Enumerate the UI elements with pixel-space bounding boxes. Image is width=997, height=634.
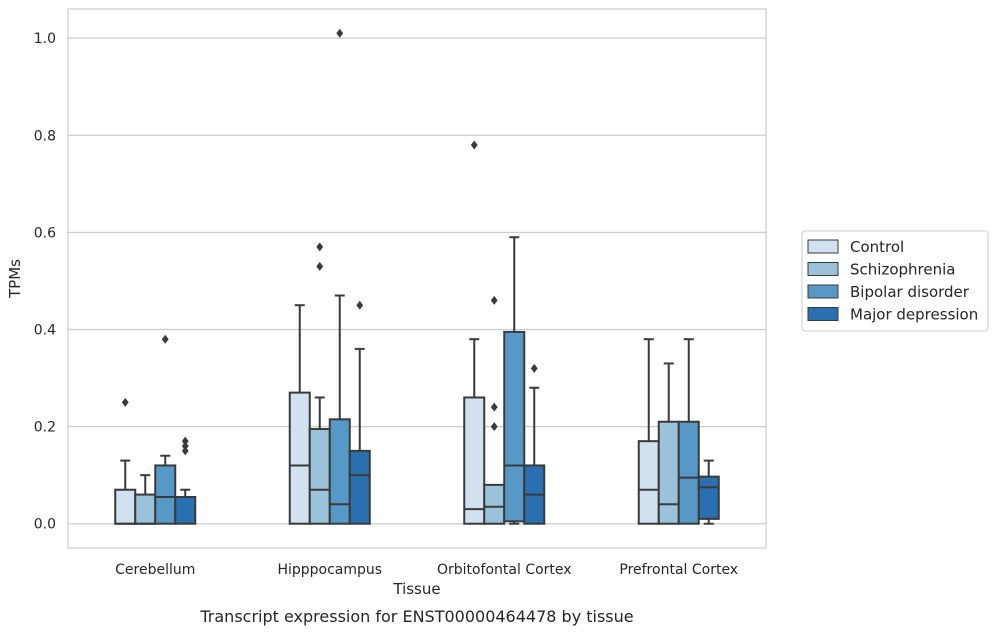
x-tick-label: Prefrontal Cortex xyxy=(619,562,738,578)
box-major-depression xyxy=(348,300,371,525)
legend-swatch xyxy=(807,307,839,321)
box-control xyxy=(288,304,311,525)
outlier-point xyxy=(181,436,189,446)
legend-frame xyxy=(801,230,989,332)
x-tick-label: Cerebellum xyxy=(115,562,195,578)
y-tick-label: 0.6 xyxy=(34,225,56,241)
outlier-point xyxy=(181,446,189,456)
outlier-point xyxy=(121,397,129,407)
box-bipolar-disorder xyxy=(154,334,177,525)
y-axis-title: TPMs xyxy=(6,259,24,299)
outlier-point xyxy=(490,295,498,305)
y-tick-label: 0.0 xyxy=(34,517,56,533)
box-bipolar-disorder xyxy=(677,338,700,525)
box-body xyxy=(503,330,526,523)
box-body xyxy=(348,449,371,525)
legend-label: Control xyxy=(850,238,904,256)
box-body xyxy=(154,464,177,525)
legend-label: Major depression xyxy=(850,306,978,324)
x-tick-label: Orbitofontal Cortex xyxy=(437,562,572,578)
box-body xyxy=(174,496,197,525)
y-tick-label: 0.4 xyxy=(34,322,56,338)
box-body xyxy=(308,428,331,525)
box-body xyxy=(677,420,700,525)
boxes xyxy=(114,28,720,525)
box-body xyxy=(697,475,720,520)
box-schizophrenia xyxy=(657,362,680,525)
legend-label: Bipolar disorder xyxy=(850,283,970,301)
outlier-point xyxy=(181,441,189,451)
box-body xyxy=(288,391,311,525)
y-tick-label: 1.0 xyxy=(34,31,56,47)
outlier-point xyxy=(356,300,364,310)
outlier-point xyxy=(161,334,169,344)
legend-label: Schizophrenia xyxy=(850,261,955,279)
chart-caption: Transcript expression for ENST0000046447… xyxy=(199,607,633,626)
outlier-point xyxy=(470,140,478,150)
outlier-point xyxy=(490,402,498,412)
box-control xyxy=(637,338,660,525)
box-bipolar-disorder xyxy=(328,28,351,525)
outlier-point xyxy=(530,363,538,373)
plot-frame xyxy=(67,8,767,549)
outlier-point xyxy=(316,261,324,271)
outlier-point xyxy=(336,28,344,38)
box-bipolar-disorder xyxy=(503,236,526,525)
box-body xyxy=(328,418,351,525)
box-control xyxy=(114,397,137,525)
outlier-point xyxy=(316,242,324,252)
legend-swatch xyxy=(807,262,839,276)
outlier-point xyxy=(490,422,498,432)
box-control xyxy=(463,140,486,525)
box-body xyxy=(657,420,680,525)
legend: Control Schizophrenia Bipolar disorder Majo… xyxy=(801,230,989,332)
box-major-depression xyxy=(697,459,720,525)
box-body xyxy=(114,488,137,525)
box-body xyxy=(637,440,660,525)
x-tick-label: Hipppocampus xyxy=(277,562,382,578)
box-body xyxy=(463,396,486,525)
y-tick-label: 0.8 xyxy=(34,128,56,144)
y-tick-label: 0.2 xyxy=(34,420,56,436)
legend-swatch xyxy=(807,284,839,299)
box-major-depression xyxy=(174,436,197,525)
box-major-depression xyxy=(523,363,546,525)
y-tick-labels: 0.0 0.2 0.4 0.6 0.8 1.0 xyxy=(34,31,56,533)
box-body xyxy=(134,493,157,525)
box-schizophrenia xyxy=(134,474,157,525)
x-tick-labels: Cerebellum Hipppocampus Orbitofontal Corte… xyxy=(115,562,738,578)
box-body xyxy=(483,483,506,525)
x-axis-title: Tissue xyxy=(392,580,440,598)
box-schizophrenia xyxy=(308,242,331,525)
legend-swatch xyxy=(807,239,839,254)
